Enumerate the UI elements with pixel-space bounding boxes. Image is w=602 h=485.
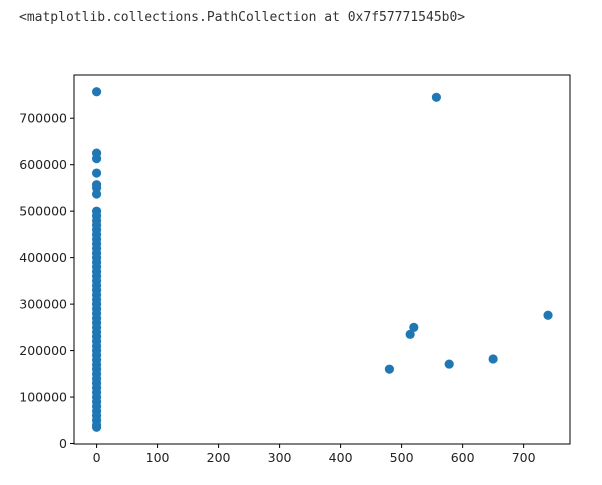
output-text: <matplotlib.collections.PathCollection a…	[19, 10, 466, 25]
y-tick-label: 200000	[19, 343, 67, 358]
scatter-point	[384, 364, 395, 374]
scatter-point	[405, 329, 415, 339]
scatter-point	[91, 189, 102, 199]
x-tick-label: 100	[146, 450, 170, 465]
scatter-point	[91, 168, 102, 178]
x-tick-label: 500	[390, 450, 414, 465]
scatter-point	[91, 422, 102, 432]
x-tick-label: 600	[451, 450, 475, 465]
scatter-point	[91, 87, 102, 97]
x-tick-label: 700	[512, 450, 536, 465]
x-tick-label: 0	[93, 450, 101, 465]
y-tick-label: 300000	[19, 297, 67, 312]
scatter-point	[444, 359, 454, 369]
y-tick-label: 100000	[19, 390, 67, 405]
y-tick-label: 700000	[19, 111, 67, 126]
scatter-point	[488, 354, 498, 364]
scatter-point	[91, 154, 102, 164]
scatter-point	[409, 322, 419, 332]
scatter-point	[543, 310, 553, 320]
y-tick-label: 500000	[19, 204, 67, 219]
y-tick-label: 400000	[19, 250, 67, 265]
y-tick-label: 0	[59, 436, 67, 451]
x-tick-label: 400	[329, 450, 353, 465]
x-tick-label: 200	[207, 450, 231, 465]
y-tick-label: 600000	[19, 157, 67, 172]
x-tick-label: 300	[268, 450, 292, 465]
axes-frame	[73, 74, 571, 445]
scatter-point	[431, 92, 441, 102]
